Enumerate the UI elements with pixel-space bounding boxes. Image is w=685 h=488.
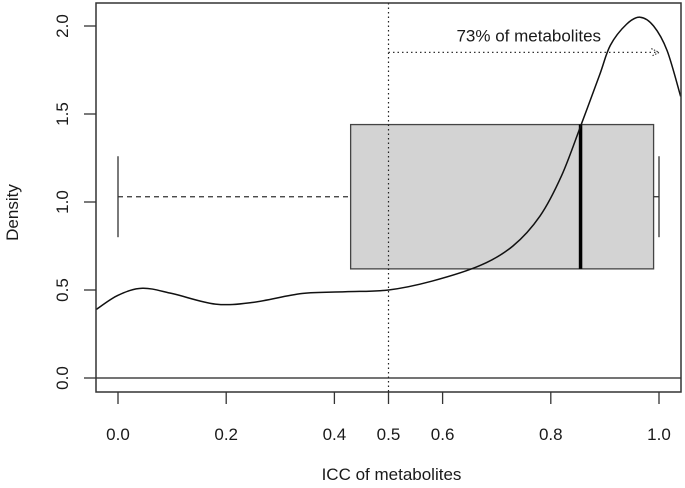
boxplot bbox=[117, 123, 660, 270]
reference-layer bbox=[387, 3, 660, 392]
y-tick-label: 1.0 bbox=[53, 190, 72, 214]
x-tick-label: 0.2 bbox=[214, 425, 238, 444]
density-curve bbox=[96, 16, 681, 310]
x-tick-label: 1.0 bbox=[647, 425, 671, 444]
x-tick-label: 0.8 bbox=[539, 425, 563, 444]
y-tick-label: 0.0 bbox=[53, 366, 72, 390]
x-tick-label: 0.5 bbox=[377, 425, 401, 444]
y-tick-label: 2.0 bbox=[53, 14, 72, 38]
x-tick-label: 0.6 bbox=[431, 425, 455, 444]
boxplot-iqr-box bbox=[349, 123, 655, 270]
y-tick-label: 1.5 bbox=[53, 102, 72, 126]
y-tick-label: 0.5 bbox=[53, 278, 72, 302]
annotation-label: 73% of metabolites bbox=[456, 26, 601, 45]
axes: 0.0 0.2 0.4 0.5 0.6 0.8 1.0 0.0 0.5 1.0 1.5 2.0 bbox=[53, 2, 682, 444]
x-tick-label: 0.0 bbox=[106, 425, 130, 444]
x-axis-title: ICC of metabolites bbox=[322, 465, 462, 484]
x-tick-label: 0.4 bbox=[323, 425, 347, 444]
y-axis-title: Density bbox=[3, 184, 22, 241]
